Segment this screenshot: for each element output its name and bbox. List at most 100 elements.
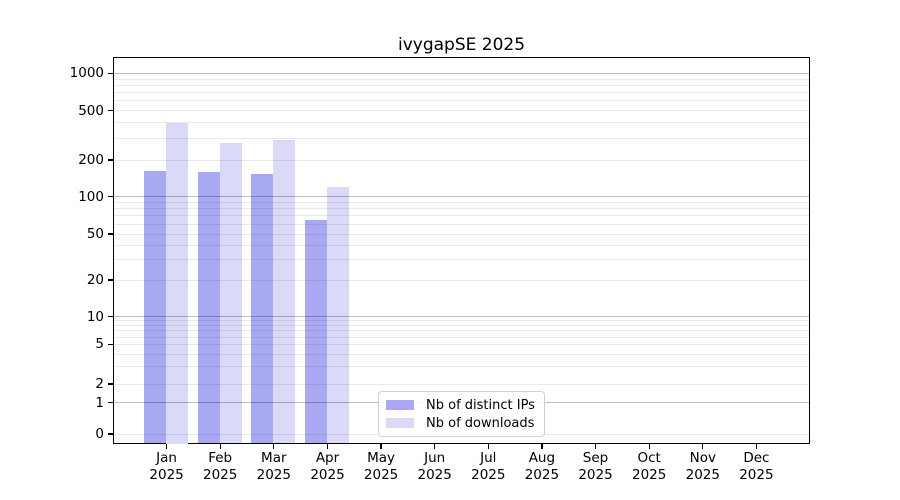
- x-tick-label: May 2025: [363, 450, 399, 483]
- gridline-minor: [114, 110, 809, 112]
- y-tick-mark: [108, 196, 113, 198]
- gridline-minor: [114, 343, 809, 345]
- gridline-minor: [114, 208, 809, 210]
- y-tick-label: 100: [78, 188, 104, 205]
- gridline-minor: [114, 365, 809, 367]
- x-tick-label: Sep 2025: [578, 450, 613, 483]
- gridline-minor: [114, 78, 809, 80]
- y-tick-label: 1000: [69, 65, 104, 82]
- bar: [166, 123, 189, 444]
- bar: [305, 220, 327, 444]
- gridline-minor: [114, 223, 809, 225]
- gridline-minor: [114, 233, 809, 235]
- gridline-minor: [114, 215, 809, 217]
- x-tick-label: Apr 2025: [310, 450, 345, 483]
- x-tick-mark: [594, 444, 597, 449]
- y-tick-label: 200: [78, 152, 104, 168]
- x-tick-mark: [380, 444, 382, 449]
- gridline-minor: [114, 279, 809, 281]
- legend-swatch-distinct-ips: [386, 400, 414, 410]
- x-tick-year: 2025: [739, 467, 774, 483]
- x-tick-label: Mar 2025: [256, 450, 291, 483]
- y-tick-label: 5: [95, 336, 104, 353]
- x-tick-label: Nov 2025: [685, 450, 720, 483]
- legend: Nb of distinct IPs Nb of downloads: [378, 391, 545, 437]
- bar: [327, 187, 349, 444]
- x-tick-mark: [434, 444, 436, 449]
- plot-area: [113, 57, 810, 444]
- x-tick-year: 2025: [578, 467, 613, 483]
- x-tick-label: Jul 2025: [471, 450, 506, 483]
- y-tick-mark: [108, 383, 113, 385]
- x-tick-year: 2025: [471, 467, 506, 483]
- legend-label-downloads: Nb of downloads: [426, 415, 535, 431]
- x-tick-mark: [219, 444, 221, 449]
- legend-label-distinct-ips: Nb of distinct IPs: [426, 397, 535, 413]
- y-tick-label: 0: [95, 426, 104, 442]
- bar: [273, 140, 296, 444]
- x-tick-mark: [702, 444, 704, 449]
- y-tick-mark: [108, 343, 113, 345]
- gridline-major: [114, 196, 809, 198]
- x-tick-year: 2025: [417, 467, 452, 483]
- gridline-minor: [114, 336, 809, 338]
- x-tick-year: 2025: [632, 467, 667, 483]
- y-tick-label: 2: [95, 376, 104, 392]
- bar: [219, 142, 242, 444]
- x-tick-mark: [165, 444, 168, 449]
- gridline-major: [114, 316, 809, 318]
- x-tick-label: Dec 2025: [739, 450, 774, 483]
- x-tick-label: Jun 2025: [417, 450, 452, 483]
- bar: [144, 170, 167, 444]
- x-tick-mark: [541, 444, 543, 449]
- gridline-minor: [114, 325, 809, 327]
- gridline-minor: [114, 92, 809, 93]
- x-tick-label: Aug 2025: [524, 450, 560, 483]
- y-tick-label: 50: [86, 226, 104, 242]
- x-tick-mark: [326, 444, 329, 449]
- gridline-minor: [114, 100, 809, 102]
- gridline-minor: [114, 244, 809, 246]
- gridline-minor: [114, 137, 809, 139]
- bar: [197, 172, 220, 444]
- y-tick-label: 20: [86, 272, 104, 288]
- x-tick-year: 2025: [310, 467, 345, 483]
- gridline-minor: [114, 159, 809, 161]
- x-tick-year: 2025: [363, 467, 399, 483]
- legend-item-distinct-ips: Nb of distinct IPs: [386, 396, 536, 414]
- x-tick-mark: [273, 444, 275, 449]
- x-tick-mark: [755, 444, 758, 449]
- x-tick-mark: [487, 444, 489, 449]
- y-tick-mark: [108, 433, 113, 435]
- gridline-minor: [114, 201, 809, 203]
- legend-item-downloads: Nb of downloads: [386, 414, 536, 432]
- x-tick-mark: [648, 444, 650, 449]
- bar: [251, 173, 274, 444]
- y-tick-mark: [108, 233, 113, 235]
- gridline-minor: [114, 84, 809, 86]
- y-tick-mark: [108, 316, 113, 318]
- gridline-minor: [114, 122, 809, 124]
- x-tick-label: Oct 2025: [632, 450, 667, 483]
- y-tick-label: 500: [78, 102, 104, 119]
- y-tick-label: 1: [95, 394, 104, 411]
- gridline-minor: [114, 320, 809, 322]
- chart-title: ivygapSE 2025: [397, 35, 526, 55]
- x-tick-year: 2025: [524, 467, 560, 483]
- y-tick-mark: [108, 110, 113, 112]
- y-tick-mark: [108, 72, 113, 74]
- x-tick-label: Feb 2025: [203, 450, 238, 483]
- y-tick-mark: [108, 159, 113, 161]
- legend-swatch-downloads: [386, 418, 414, 428]
- gridline-minor: [114, 330, 809, 332]
- x-tick-year: 2025: [685, 467, 720, 483]
- x-tick-year: 2025: [256, 467, 291, 483]
- y-tick-label: 10: [86, 308, 104, 325]
- gridline-minor: [114, 353, 809, 355]
- gridline-minor: [114, 383, 809, 385]
- x-tick-label: Jan 2025: [149, 450, 184, 483]
- gridline-major: [114, 72, 809, 74]
- gridline-minor: [114, 259, 809, 261]
- y-tick-mark: [108, 402, 113, 404]
